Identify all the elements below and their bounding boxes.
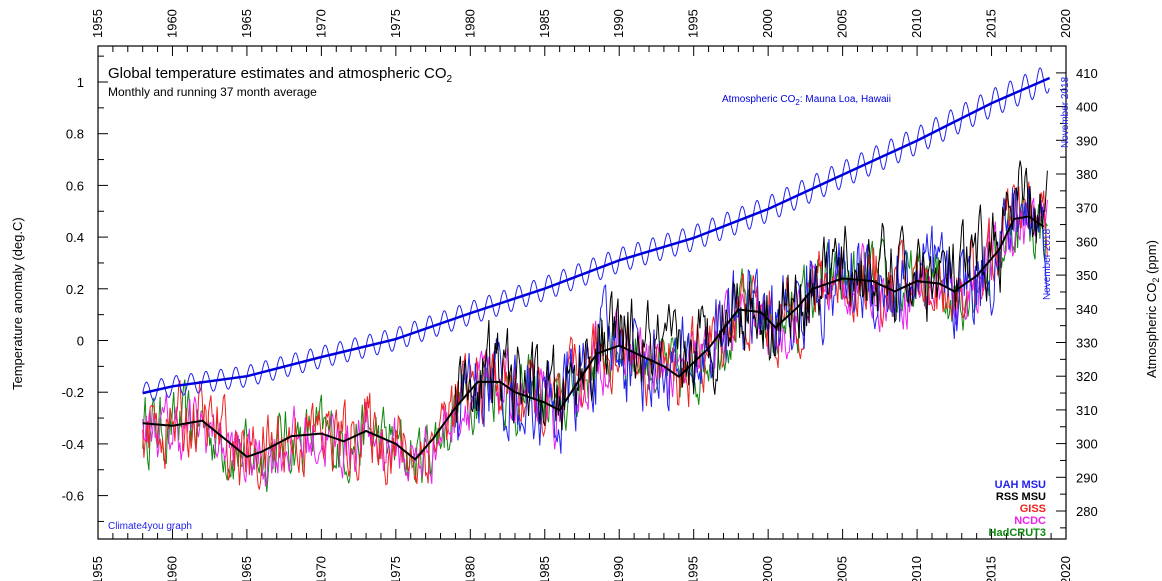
y-left-tick-label: 0.8 [66, 127, 84, 142]
x-tick-label-top: 1955 [90, 9, 105, 38]
y-right-tick-label: 380 [1076, 167, 1098, 182]
x-tick-label-top: 1990 [611, 9, 626, 38]
y-right-tick-label: 300 [1076, 437, 1098, 452]
x-tick-label-bottom: 1965 [239, 556, 254, 581]
x-tick-label-top: 2010 [909, 9, 924, 38]
chart-title-subscript: 2 [447, 74, 453, 85]
y-left-tick-label: 1 [77, 75, 84, 90]
legend-item: GISS [1020, 503, 1046, 515]
x-tick-label-bottom: 1985 [537, 556, 552, 581]
y-right-tick-label: 370 [1076, 201, 1098, 216]
y-left-tick-label: 0.2 [66, 282, 84, 297]
co2-seasonal-line [142, 67, 1050, 402]
co2-annotation-subscript: 2 [795, 98, 800, 107]
y-axis-right-title: Atmospheric CO2 (ppm) [1144, 240, 1161, 378]
x-tick-label-top: 1985 [537, 9, 552, 38]
co2-trend-line [142, 76, 1051, 395]
credit-label: Climate4you graph [108, 521, 192, 532]
y-right-tick-label: 340 [1076, 302, 1098, 317]
y-axis-right-unit: (ppm) [1144, 240, 1159, 278]
legend-item: HadCRUT3 [989, 527, 1046, 539]
note-top: November 2018 [1060, 76, 1071, 148]
y-right-tick-label: 280 [1076, 504, 1098, 519]
y-left-tick-label: 0.4 [66, 230, 84, 245]
y-right-tick-label: 400 [1076, 100, 1098, 115]
y-axis-left-title: Temperature anomaly (deg.C) [10, 217, 25, 390]
x-tick-label-top: 2005 [835, 9, 850, 38]
x-tick-label-bottom: 1995 [686, 556, 701, 581]
x-tick-label-top: 2015 [984, 9, 999, 38]
y-left-tick-label: -0.6 [62, 489, 84, 504]
y-left-tick-label: 0 [77, 334, 84, 349]
x-tick-label-bottom: 2020 [1058, 556, 1073, 581]
chart-title: Global temperature estimates and atmosph… [108, 65, 453, 85]
y-left-tick-label: 0.6 [66, 178, 84, 193]
x-tick-label-top: 1980 [462, 9, 477, 38]
y-right-tick-label: 360 [1076, 234, 1098, 249]
x-tick-label-top: 2000 [760, 9, 775, 38]
x-tick-label-bottom: 2005 [835, 556, 850, 581]
x-tick-label-top: 1960 [164, 9, 179, 38]
x-tick-label-bottom: 2010 [909, 556, 924, 581]
y-right-tick-label: 350 [1076, 268, 1098, 283]
x-tick-label-bottom: 1990 [611, 556, 626, 581]
x-tick-label-bottom: 1980 [462, 556, 477, 581]
axes-layer: 1955 1955 1960 1960 1965 1965 1970 1970 1975 1975… [62, 9, 1098, 581]
co2-annotation-rest: : Mauna Loa, Hawaii [800, 94, 891, 105]
running-average-line [142, 215, 1045, 461]
x-tick-label-top: 1995 [686, 9, 701, 38]
series-uah-msu [454, 188, 1048, 454]
y-right-tick-label: 320 [1076, 369, 1098, 384]
y-right-tick-label: 290 [1076, 470, 1098, 485]
legend-item: UAH MSU [995, 479, 1046, 491]
y-right-tick-label: 330 [1076, 336, 1098, 351]
y-right-tick-label: 390 [1076, 133, 1098, 148]
y-right-tick-label: 310 [1076, 403, 1098, 418]
x-tick-label-bottom: 2000 [760, 556, 775, 581]
x-tick-label-top: 1970 [313, 9, 328, 38]
chart-subtitle: Monthly and running 37 month average [108, 85, 317, 99]
x-tick-label-top: 1975 [388, 9, 403, 38]
x-tick-label-bottom: 1960 [164, 556, 179, 581]
legend-item: NCDC [1014, 515, 1046, 527]
y-left-tick-label: -0.2 [62, 385, 84, 400]
y-axis-right-subscript: 2 [1151, 278, 1161, 283]
legend-item: RSS MSU [996, 491, 1046, 503]
series-rss-msu [454, 160, 1048, 431]
x-tick-label-top: 1965 [239, 9, 254, 38]
y-left-tick-label: -0.4 [62, 437, 84, 452]
note-mid: November 2018 [1042, 228, 1053, 300]
x-tick-label-bottom: 2015 [984, 556, 999, 581]
y-right-tick-label: 410 [1076, 66, 1098, 81]
x-tick-label-bottom: 1975 [388, 556, 403, 581]
x-tick-label-bottom: 1970 [313, 556, 328, 581]
x-tick-label-bottom: 1955 [90, 556, 105, 581]
series-layer [142, 67, 1051, 492]
x-tick-label-top: 2020 [1058, 9, 1073, 38]
co2-annotation: Atmospheric CO2: Mauna Loa, Hawaii [722, 94, 891, 107]
